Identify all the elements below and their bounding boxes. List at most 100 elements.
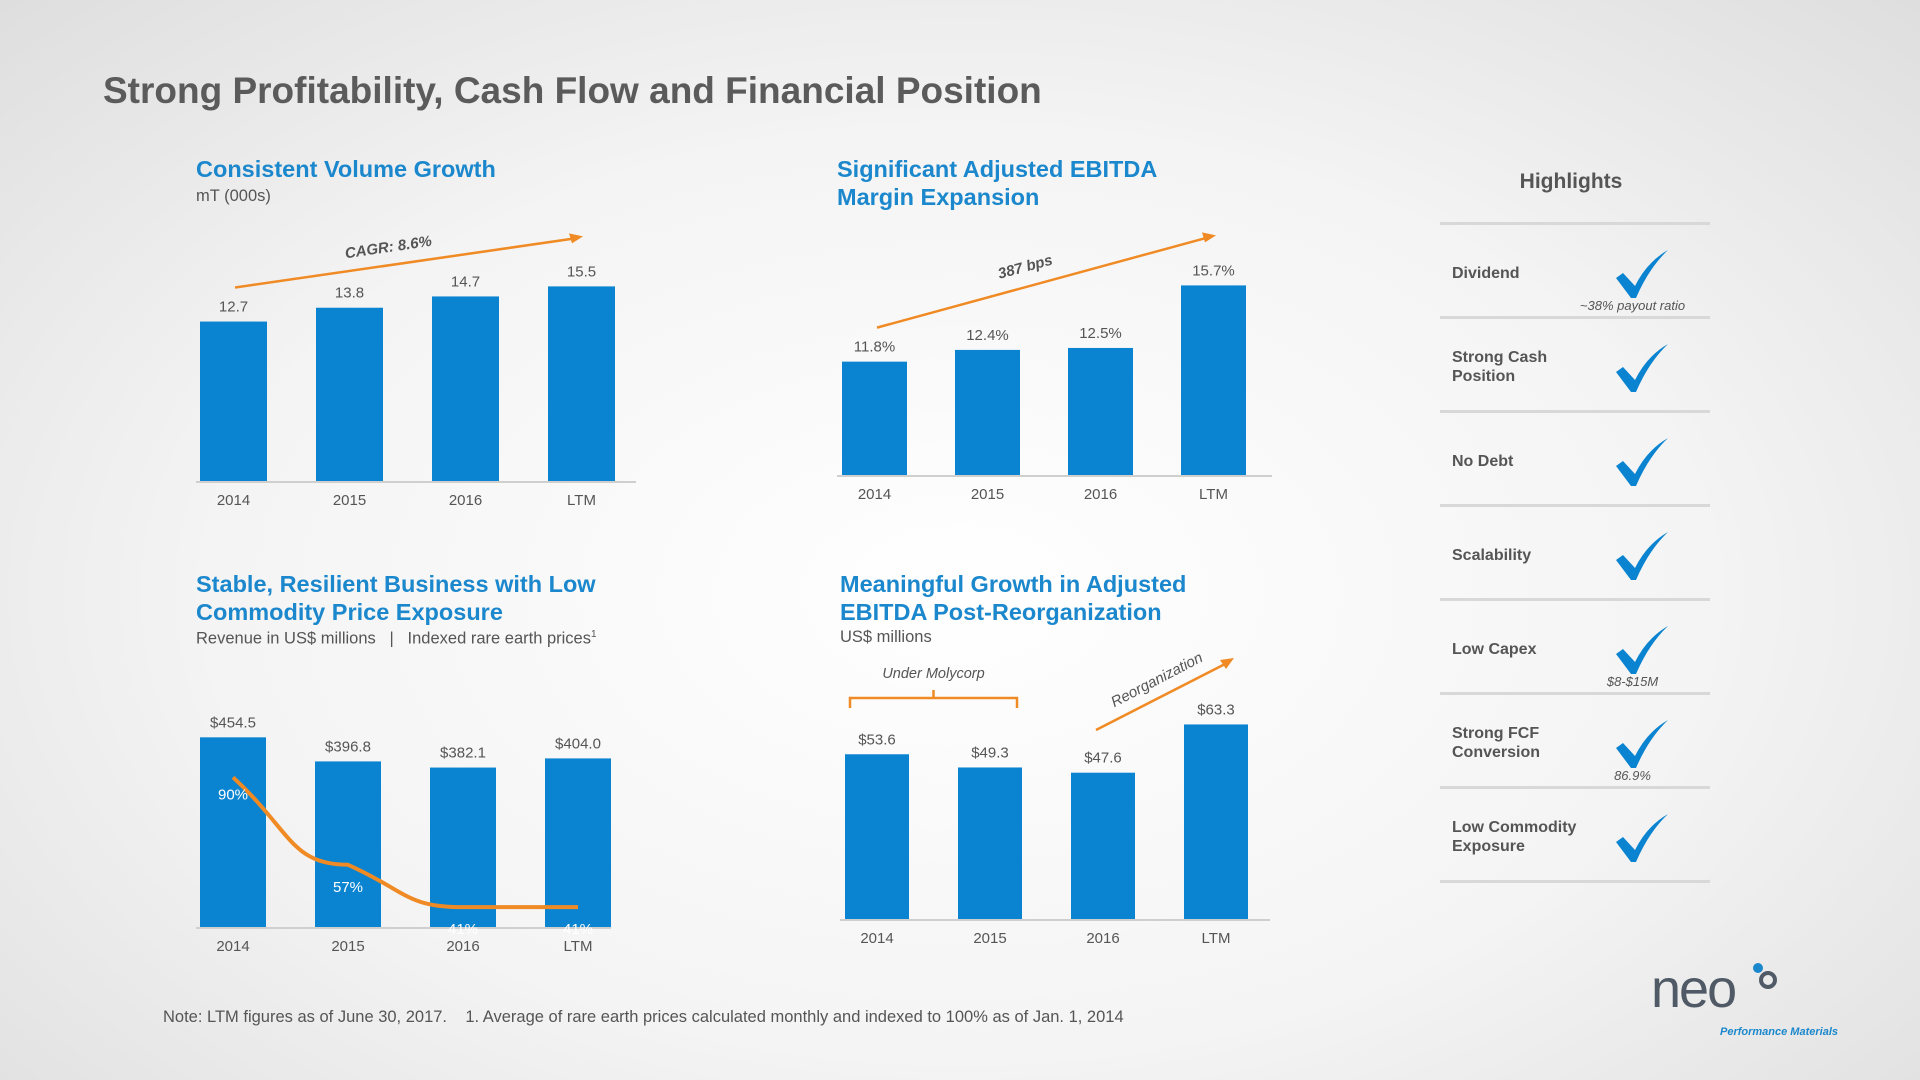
checkmark-icon xyxy=(1616,438,1668,486)
volume-chart-title: Consistent Volume Growth xyxy=(196,156,496,182)
x-tick-label: 2016 xyxy=(449,492,482,509)
logo-dots xyxy=(1753,963,1777,989)
bar-2014 xyxy=(200,321,267,481)
highlight-label: Strong FCF Conversion xyxy=(1452,725,1541,761)
bar-2015 xyxy=(315,761,381,927)
x-tick-label: LTM xyxy=(567,492,596,509)
volume-bar-chart: 12.7 2014 13.8 2015 14.7 2016 15.5 LTM CAGR: 8.6… xyxy=(196,233,636,509)
price-index-label: 41% xyxy=(563,921,593,938)
checkmark-shape xyxy=(1616,344,1668,392)
bar-2014 xyxy=(845,754,909,919)
highlight-label: Scalability xyxy=(1452,546,1532,564)
value-label: 12.4% xyxy=(966,327,1009,344)
highlight-item: No Debt xyxy=(1440,410,1710,510)
highlight-divider xyxy=(1440,692,1710,695)
highlight-item: Low Commodity Exposure xyxy=(1440,786,1710,886)
trend-arrow-head xyxy=(1202,232,1216,243)
checkmark-icon xyxy=(1616,250,1668,298)
x-tick-label: 2015 xyxy=(971,486,1004,503)
price-index-label: 41% xyxy=(448,921,478,938)
bar-2016 xyxy=(430,767,496,927)
bar-ltm xyxy=(1181,285,1246,475)
value-label: 15.5 xyxy=(567,263,596,280)
bar-2015 xyxy=(958,767,1022,919)
highlight-note: 86.9% xyxy=(1614,768,1651,783)
highlight-divider xyxy=(1440,880,1710,883)
bar-2016 xyxy=(432,296,499,481)
bar-2015 xyxy=(316,307,383,481)
ebitda-margin-chart-title: Significant Adjusted EBITDA Margin Expan… xyxy=(837,156,1157,210)
bar-ltm xyxy=(545,758,611,927)
reorg-arrow-head xyxy=(1220,658,1234,669)
logo-wordmark: neo xyxy=(1651,959,1737,1019)
bar-2015 xyxy=(955,349,1020,475)
checkmark-icon xyxy=(1616,344,1668,392)
x-tick-label: 2014 xyxy=(217,492,250,509)
checkmark-shape xyxy=(1616,720,1668,768)
x-tick-label: LTM xyxy=(1202,930,1231,947)
value-label: $396.8 xyxy=(325,738,371,755)
value-label: 13.8 xyxy=(335,285,364,302)
logo-tagline: Performance Materials xyxy=(1720,1026,1838,1038)
checkmark-icon xyxy=(1616,720,1668,768)
revenue-chart-subtitle: Revenue in US$ millions | Indexed rare e… xyxy=(196,629,597,649)
trend-arrow-head xyxy=(569,233,583,244)
adjusted-ebitda-chart-subtitle: US$ millions xyxy=(840,628,932,646)
highlight-divider xyxy=(1440,410,1710,413)
adjusted-ebitda-bar-chart: $53.6 2014 $49.3 2015 $47.6 2016 $63.3 LTM Under… xyxy=(840,649,1270,947)
bracket-label: Under Molycorp xyxy=(882,666,984,682)
molycorp-bracket xyxy=(848,690,1019,708)
checkmark-icon xyxy=(1616,626,1668,674)
highlight-item: Scalability xyxy=(1440,504,1710,604)
value-label: $47.6 xyxy=(1084,750,1122,767)
x-tick-label: 2016 xyxy=(1086,930,1119,947)
x-tick-label: 2014 xyxy=(860,930,893,947)
value-label: $404.0 xyxy=(555,735,601,752)
value-label: $49.3 xyxy=(971,744,1009,761)
bar-2016 xyxy=(1071,772,1135,919)
bar-2016 xyxy=(1068,347,1133,475)
trend-annotation: 387 bps xyxy=(996,252,1054,283)
x-tick-label: 2014 xyxy=(216,938,249,955)
value-label: $382.1 xyxy=(440,745,486,762)
x-tick-label: 2016 xyxy=(446,938,479,955)
highlight-item: Low Capex $8-$15M xyxy=(1440,598,1710,698)
highlight-item: Dividend ~38% payout ratio xyxy=(1440,222,1710,322)
highlight-item: Strong Cash Position xyxy=(1440,316,1710,416)
value-label: 14.7 xyxy=(451,273,480,290)
highlight-label: Dividend xyxy=(1452,264,1520,282)
adjusted-ebitda-chart-title: Meaningful Growth in Adjusted EBITDA Pos… xyxy=(840,571,1187,625)
highlight-label: Strong Cash Position xyxy=(1452,349,1548,385)
checkmark-shape xyxy=(1616,814,1668,862)
highlight-note: ~38% payout ratio xyxy=(1579,298,1686,313)
footnote-marker: 1 xyxy=(590,629,597,640)
x-tick-label: 2016 xyxy=(1084,486,1117,503)
checkmark-icon xyxy=(1616,814,1668,862)
highlight-item: Strong FCF Conversion 86.9% xyxy=(1440,692,1710,792)
price-index-label: 90% xyxy=(218,786,248,803)
highlights-title: Highlights xyxy=(1519,170,1623,193)
x-tick-label: LTM xyxy=(564,938,593,955)
bar-ltm xyxy=(548,286,615,481)
highlight-divider xyxy=(1440,504,1710,507)
x-tick-label: LTM xyxy=(1199,486,1228,503)
highlight-note: $8-$15M xyxy=(1606,674,1659,689)
value-label: $63.3 xyxy=(1197,701,1235,718)
footnote: Note: LTM figures as of June 30, 2017. 1… xyxy=(163,1008,1124,1026)
x-tick-label: 2015 xyxy=(333,492,366,509)
checkmark-shape xyxy=(1616,438,1668,486)
revenue-bar-chart: $454.5 2014 $396.8 2015 $382.1 2016 $404.0 LTM 9… xyxy=(196,714,611,955)
value-label: 12.5% xyxy=(1079,325,1122,342)
checkmark-shape xyxy=(1616,250,1668,298)
bar-2014 xyxy=(200,737,266,927)
trend-annotation: CAGR: 8.6% xyxy=(344,233,433,263)
volume-chart-subtitle: mT (000s) xyxy=(196,187,271,205)
bar-ltm xyxy=(1184,724,1248,919)
value-label: $454.5 xyxy=(210,714,256,731)
reorg-arrow-line xyxy=(1095,661,1228,732)
checkmark-shape xyxy=(1616,626,1668,674)
value-label: 11.8% xyxy=(854,339,895,356)
checkmark-icon xyxy=(1616,532,1668,580)
highlight-divider xyxy=(1440,222,1710,225)
price-index-label: 57% xyxy=(333,879,363,896)
